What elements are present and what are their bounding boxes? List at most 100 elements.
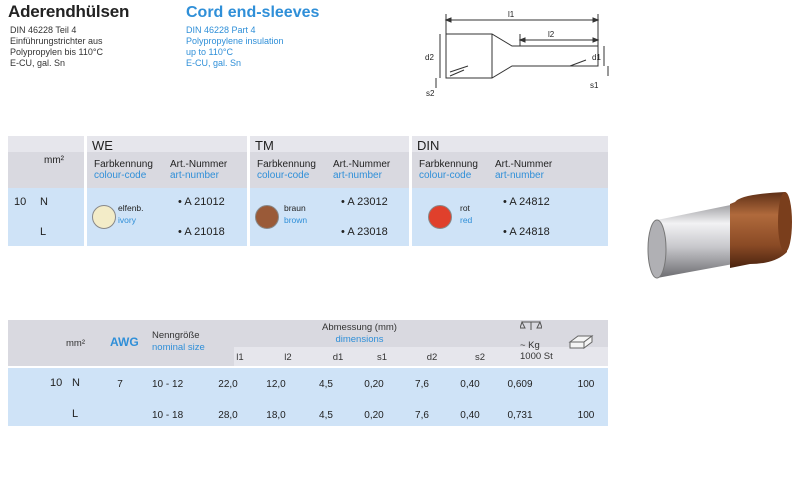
type-value: L <box>72 408 79 420</box>
col-header-de: Art.-Nummer <box>333 159 391 170</box>
colour-label-we: elfenb. ivory <box>118 202 144 226</box>
ferrule-product-image <box>647 192 792 279</box>
pack-value: 100 <box>577 410 595 421</box>
col-header-en: colour-code <box>94 170 147 181</box>
col-header-en: colour-code <box>257 170 310 181</box>
table2-dims-band <box>234 347 608 366</box>
weight-value: 0,609 <box>507 379 533 390</box>
colour-en: ivory <box>118 215 136 225</box>
column-divider <box>84 136 87 246</box>
desc-en-line: Polypropylene insulation <box>186 36 284 46</box>
dim-value: 7,6 <box>415 379 429 390</box>
header-de: Nenngröße <box>152 330 200 341</box>
col-header-en: colour-code <box>419 170 472 181</box>
dim-header: d1 <box>332 352 344 363</box>
desc-en-line: up to 110°C <box>186 47 233 57</box>
weight-value: 0,731 <box>507 410 533 421</box>
art-number: • A 24818 <box>503 226 550 238</box>
dim-value: 4,5 <box>319 410 333 421</box>
colour-de: braun <box>284 203 306 213</box>
dim-header: l1 <box>236 352 244 363</box>
label-l2: l2 <box>548 30 555 39</box>
dim-value: 0,40 <box>460 410 480 421</box>
colour-label-tm: braun brown <box>284 202 307 226</box>
dim-header: l2 <box>284 352 292 363</box>
col-header-art: Art.-Nummer art-number <box>170 159 227 181</box>
dim-value: 7,6 <box>415 410 429 421</box>
col-header-de: Farbkennung <box>94 159 153 170</box>
label-s1: s1 <box>590 81 599 90</box>
dim-header: s1 <box>376 352 388 363</box>
awg-label: AWG <box>110 335 139 349</box>
col-header-en: art-number <box>333 170 382 181</box>
dim-value: 18,0 <box>266 410 286 421</box>
col-header-de: Art.-Nummer <box>495 159 553 170</box>
col-header-de: Farbkennung <box>419 159 478 170</box>
art-number: • A 23012 <box>341 196 388 208</box>
col-header-art: Art.-Nummer art-number <box>333 159 390 181</box>
brown-swatch-icon <box>255 205 279 229</box>
group-title-tm: TM <box>255 138 274 153</box>
title-de: Aderendhülsen <box>8 2 130 21</box>
dim-value: 22,0 <box>218 379 238 390</box>
table1-header-band <box>8 136 608 152</box>
desc-en-line: DIN 46228 Part 4 <box>186 25 256 35</box>
group-title-we: WE <box>92 138 113 153</box>
dim-value: 28,0 <box>218 410 238 421</box>
header-en: nominal size <box>152 342 205 353</box>
ivory-swatch-icon <box>92 205 116 229</box>
dim-value: 4,5 <box>319 379 333 390</box>
dim-header: s2 <box>474 352 486 363</box>
dim-header: d2 <box>426 352 438 363</box>
col-header-colour: Farbkennung colour-code <box>419 159 478 181</box>
header-de: Abmessung (mm) <box>322 322 397 333</box>
description-en: DIN 46228 Part 4 Polypropylene insulatio… <box>186 25 284 69</box>
column-divider <box>409 136 412 246</box>
col-header-en: art-number <box>495 170 544 181</box>
table2-body-bg <box>8 368 608 426</box>
nominal-size-value: 10 - 18 <box>152 410 184 421</box>
dim-value: 0,20 <box>364 410 384 421</box>
desc-en-line: E-CU, gal. Sn <box>186 58 242 68</box>
colour-en: brown <box>284 215 308 225</box>
label-s2: s2 <box>426 89 435 96</box>
size-value: 10 <box>14 196 27 208</box>
table1-unit-label: mm² <box>44 155 64 166</box>
title-en: Cord end-sleeves <box>186 4 320 21</box>
dim-value: 12,0 <box>266 379 286 390</box>
table2-unit-label: mm² <box>66 338 85 349</box>
kg-label: ~ Kg <box>520 340 540 351</box>
desc-de-line: DIN 46228 Teil 4 <box>10 25 77 35</box>
column-divider <box>247 136 250 246</box>
desc-de-line: E-CU, gal. Sn <box>10 58 66 68</box>
art-number: • A 21012 <box>178 196 225 208</box>
nominal-size-value: 10 - 12 <box>152 379 184 390</box>
col-header-art: Art.-Nummer art-number <box>495 159 552 181</box>
label-l1: l1 <box>508 10 515 19</box>
colour-de: elfenb. <box>118 203 144 213</box>
weight-scale-icon <box>520 320 542 330</box>
col-header-colour: Farbkennung colour-code <box>257 159 316 181</box>
type-value: L <box>40 226 47 238</box>
package-icon <box>568 335 594 349</box>
type-value: N <box>72 377 80 389</box>
weight-header: ~ Kg 1000 St <box>520 340 553 362</box>
size-value: 10 <box>50 377 63 389</box>
label-d1: d1 <box>592 53 601 62</box>
dim-value: 0,40 <box>460 379 480 390</box>
dim-value: 0,20 <box>364 379 384 390</box>
dimension-drawing: l1 l2 d2 d1 s2 s1 <box>425 10 609 96</box>
art-number: • A 23018 <box>341 226 388 238</box>
header-en: dimensions <box>335 334 384 345</box>
art-number: • A 21018 <box>178 226 225 238</box>
desc-de-line: Polypropylen bis 110°C <box>10 47 103 57</box>
group-title-din: DIN <box>417 138 440 153</box>
col-header-de: Farbkennung <box>257 159 316 170</box>
label-d2: d2 <box>425 53 434 62</box>
dimensions-header: Abmessung (mm) dimensions <box>322 322 397 346</box>
colour-label-din: rot red <box>460 202 472 226</box>
awg-value: 7 <box>117 379 123 390</box>
desc-de-line: Einführungstrichter aus <box>10 36 103 46</box>
pack-value: 100 <box>577 379 595 390</box>
colour-de: rot <box>460 203 470 213</box>
